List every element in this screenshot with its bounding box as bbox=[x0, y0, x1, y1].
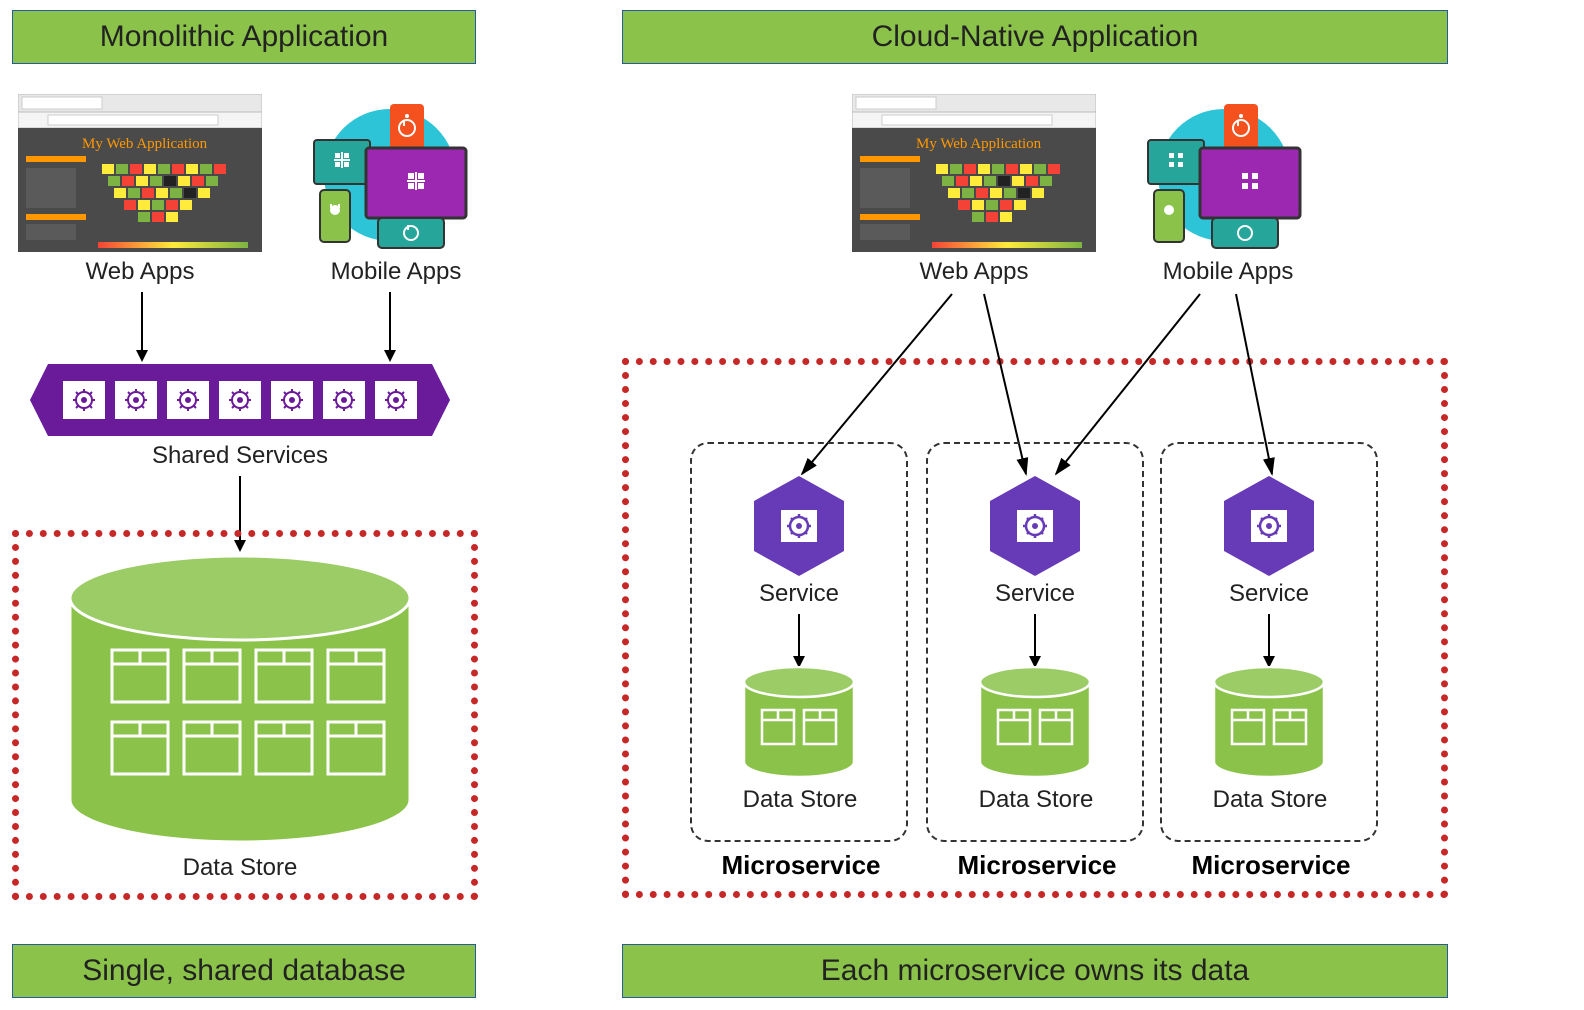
service-hexagon-2 bbox=[990, 476, 1080, 576]
web-app-left: My Web Application bbox=[18, 94, 262, 252]
shared-services-gears bbox=[46, 380, 434, 420]
gear-icon bbox=[63, 381, 105, 419]
service-label-3: Service bbox=[1224, 580, 1314, 608]
monolithic-footer: Single, shared database bbox=[12, 944, 476, 998]
mobile-apps-label-left: Mobile Apps bbox=[316, 258, 476, 286]
arrow-web-to-services bbox=[130, 292, 154, 364]
data-store-cylinder bbox=[66, 554, 414, 844]
cloudnative-header: Cloud-Native Application bbox=[622, 10, 1448, 64]
data-store-label-left: Data Store bbox=[170, 854, 310, 882]
web-apps-label-right: Web Apps bbox=[904, 258, 1044, 286]
mobile-apps-left bbox=[304, 98, 484, 252]
small-cylinder-3 bbox=[1212, 666, 1326, 778]
arrow-service-to-store-2 bbox=[1023, 614, 1047, 670]
cloudnative-header-text: Cloud-Native Application bbox=[872, 20, 1199, 54]
arrow-service-to-store-1 bbox=[787, 614, 811, 670]
gear-icon bbox=[115, 381, 157, 419]
small-cylinder-1 bbox=[742, 666, 856, 778]
service-label-1: Service bbox=[754, 580, 844, 608]
data-store-label-1: Data Store bbox=[740, 786, 860, 814]
web-apps-label-left: Web Apps bbox=[70, 258, 210, 286]
monolithic-footer-text: Single, shared database bbox=[82, 954, 406, 988]
cloudnative-footer-text: Each microservice owns its data bbox=[821, 954, 1250, 988]
svg-text:My Web Application: My Web Application bbox=[916, 136, 1042, 152]
small-cylinder-2 bbox=[978, 666, 1092, 778]
data-store-label-2: Data Store bbox=[976, 786, 1096, 814]
data-store-label-3: Data Store bbox=[1210, 786, 1330, 814]
gear-icon bbox=[167, 381, 209, 419]
monolithic-header-text: Monolithic Application bbox=[100, 20, 389, 54]
mobile-apps-label-right: Mobile Apps bbox=[1148, 258, 1308, 286]
gear-icon bbox=[375, 381, 417, 419]
gear-icon bbox=[323, 381, 365, 419]
microservice-label-2: Microservice bbox=[952, 850, 1122, 881]
service-hexagon-3 bbox=[1224, 476, 1314, 576]
cloudnative-footer: Each microservice owns its data bbox=[622, 944, 1448, 998]
mobile-apps-right bbox=[1138, 98, 1318, 252]
web-app-right: My Web Application bbox=[852, 94, 1096, 252]
gear-icon bbox=[271, 381, 313, 419]
microservice-label-3: Microservice bbox=[1186, 850, 1356, 881]
arrow-service-to-store-3 bbox=[1257, 614, 1281, 670]
service-hexagon-1 bbox=[754, 476, 844, 576]
svg-text:My Web Application: My Web Application bbox=[82, 136, 208, 152]
service-label-2: Service bbox=[990, 580, 1080, 608]
microservice-label-1: Microservice bbox=[716, 850, 886, 881]
monolithic-header: Monolithic Application bbox=[12, 10, 476, 64]
arrow-mobile-to-services bbox=[378, 292, 402, 364]
gear-icon bbox=[219, 381, 261, 419]
shared-services-label: Shared Services bbox=[150, 442, 330, 470]
